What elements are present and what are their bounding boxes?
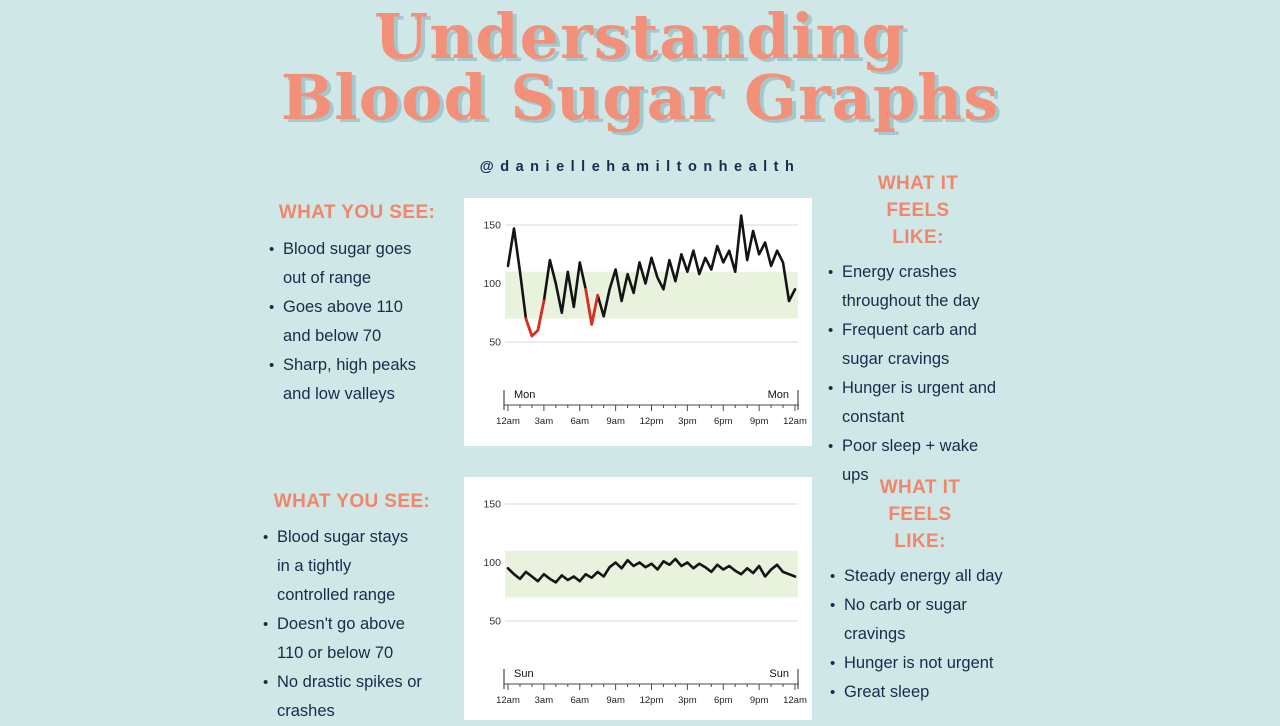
svg-text:Mon: Mon — [768, 389, 789, 401]
svg-text:3am: 3am — [535, 695, 554, 706]
what-you-see-list: Blood sugar stays in a tightly controlle… — [262, 523, 422, 726]
bullet-item: Hunger is not urgent — [829, 649, 1009, 678]
section1-what-you-see: WHAT YOU SEE: Blood sugar goes out of ra… — [255, 199, 459, 409]
svg-text:Sun: Sun — [514, 668, 534, 680]
bullet-item: No carb or sugar cravings — [829, 591, 1009, 649]
what-it-feels-like-list: Steady energy all day No carb or sugar c… — [829, 562, 1009, 707]
svg-text:Mon: Mon — [514, 389, 535, 401]
svg-text:12pm: 12pm — [640, 416, 664, 427]
svg-text:6pm: 6pm — [714, 695, 733, 706]
what-it-feels-like-list: Energy crashes throughout the day Freque… — [827, 258, 999, 490]
page-title-line-1: Understanding — [374, 0, 906, 73]
svg-text:50: 50 — [489, 616, 501, 628]
bullet-item: Steady energy all day — [829, 562, 1009, 591]
what-you-see-list: Blood sugar goes out of range Goes above… — [268, 235, 428, 409]
bullet-item: Great sleep — [829, 678, 1009, 707]
svg-text:12am: 12am — [783, 416, 807, 427]
svg-text:100: 100 — [483, 278, 501, 290]
section2-what-it-feels-like: WHAT IT FEELS LIKE: Steady energy all da… — [826, 474, 1014, 707]
svg-text:50: 50 — [489, 337, 501, 349]
bullet-item: Blood sugar goes out of range — [268, 235, 428, 293]
svg-text:150: 150 — [483, 220, 501, 232]
blood-sugar-chart-erratic: 50 100 150 12am 3am 6am 9am 12pm 3pm 6pm 9pm 12am Mo… — [464, 198, 812, 446]
what-you-see-heading: WHAT YOU SEE: — [273, 491, 431, 512]
bullet-item: Sharp, high peaks and low valleys — [268, 351, 428, 409]
instagram-handle: @daniellehamiltonhealth — [479, 159, 801, 175]
svg-text:9pm: 9pm — [750, 695, 769, 706]
bullet-item: Energy crashes throughout the day — [827, 258, 999, 316]
section2-what-you-see: WHAT YOU SEE: Blood sugar stays in a tig… — [250, 488, 454, 726]
svg-text:6am: 6am — [571, 416, 590, 427]
svg-text:150: 150 — [483, 499, 501, 511]
svg-text:12am: 12am — [496, 416, 520, 427]
svg-text:3am: 3am — [535, 416, 554, 427]
svg-text:6am: 6am — [571, 695, 590, 706]
svg-text:3pm: 3pm — [678, 416, 697, 427]
bullet-item: Doesn't go above 110 or below 70 — [262, 610, 422, 668]
bullet-item: Poor sleep + wake ups — [827, 432, 999, 490]
svg-text:100: 100 — [483, 557, 501, 569]
svg-text:9am: 9am — [606, 416, 625, 427]
page-title: Understanding Blood Sugar Graphs — [0, 0, 1280, 134]
blood-sugar-chart-steady: 50 100 150 12am 3am 6am 9am 12pm 3pm 6pm 9pm 12am Su… — [464, 477, 812, 720]
svg-text:9am: 9am — [606, 695, 625, 706]
svg-text:12am: 12am — [783, 695, 807, 706]
bullet-item: Goes above 110 and below 70 — [268, 293, 428, 351]
bullet-item: Blood sugar stays in a tightly controlle… — [262, 523, 422, 610]
page-title-line-2: Blood Sugar Graphs — [280, 61, 1000, 134]
what-it-feels-like-heading: WHAT IT FEELS LIKE: — [879, 477, 961, 552]
bullet-item: Frequent carb and sugar cravings — [827, 316, 999, 374]
svg-text:Sun: Sun — [769, 668, 789, 680]
svg-text:9pm: 9pm — [750, 416, 769, 427]
what-you-see-heading: WHAT YOU SEE: — [278, 202, 436, 223]
bullet-item: No drastic spikes or crashes — [262, 668, 422, 726]
bullet-item: Hunger is urgent and constant — [827, 374, 999, 432]
section1-what-it-feels-like: WHAT IT FEELS LIKE: Energy crashes throu… — [824, 170, 1012, 490]
svg-text:6pm: 6pm — [714, 416, 733, 427]
svg-text:12pm: 12pm — [640, 695, 664, 706]
what-it-feels-like-heading: WHAT IT FEELS LIKE: — [877, 173, 959, 248]
svg-text:12am: 12am — [496, 695, 520, 706]
svg-text:3pm: 3pm — [678, 695, 697, 706]
